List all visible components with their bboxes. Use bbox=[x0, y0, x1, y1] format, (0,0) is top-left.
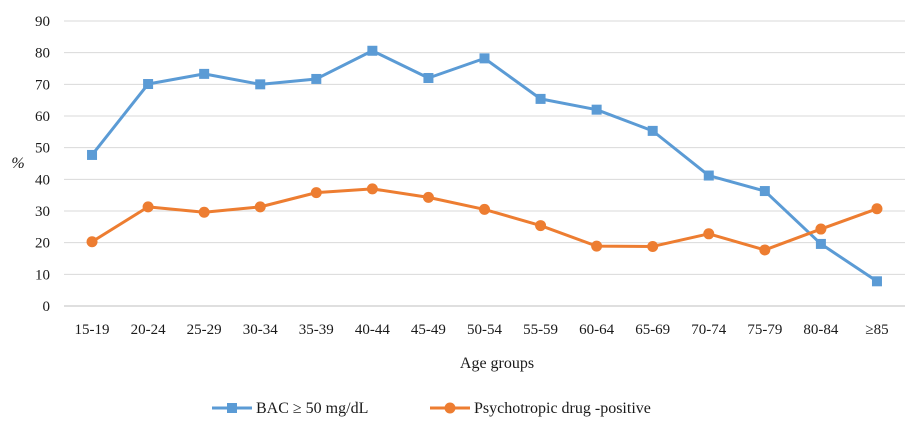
data-point bbox=[366, 183, 378, 195]
data-point bbox=[815, 238, 826, 249]
legend-label: Psychotropic drug -positive bbox=[474, 400, 651, 417]
data-point bbox=[422, 191, 434, 203]
data-point bbox=[759, 186, 770, 197]
y-axis-ticks: 0 10 20 30 40 50 60 70 80 90 bbox=[35, 14, 50, 315]
legend-marker bbox=[227, 403, 237, 413]
data-point bbox=[254, 201, 266, 213]
y-tick-label: 60 bbox=[35, 109, 50, 125]
y-tick-label: 70 bbox=[35, 77, 50, 93]
data-point bbox=[423, 73, 434, 83]
data-point bbox=[479, 203, 490, 215]
data-point bbox=[535, 93, 546, 104]
data-point bbox=[255, 79, 266, 90]
data-point bbox=[311, 73, 322, 84]
legend: BAC ≥ 50 mg/dL Psychotropic drug -positiv… bbox=[212, 400, 651, 417]
y-tick-label: 30 bbox=[35, 204, 50, 220]
series-0 bbox=[87, 45, 882, 287]
data-point bbox=[703, 170, 714, 181]
legend-item: Psychotropic drug -positive bbox=[430, 400, 651, 417]
data-point bbox=[198, 206, 210, 218]
data-point bbox=[647, 125, 658, 136]
x-tick-label: 70-74 bbox=[691, 322, 726, 338]
x-tick-label: ≥85 bbox=[865, 322, 888, 338]
x-tick-label: 25-29 bbox=[187, 322, 222, 338]
data-point bbox=[759, 244, 771, 256]
x-tick-label: 30-34 bbox=[243, 322, 278, 338]
data-point bbox=[871, 276, 882, 287]
data-point bbox=[199, 68, 210, 79]
data-point bbox=[87, 149, 98, 160]
x-axis-title: Age groups bbox=[460, 355, 534, 372]
y-axis-title: % bbox=[11, 155, 24, 172]
series-line bbox=[90, 49, 878, 283]
y-tick-label: 90 bbox=[35, 14, 50, 30]
x-tick-label: 55-59 bbox=[523, 322, 558, 338]
y-tick-label: 80 bbox=[35, 46, 50, 62]
x-axis-ticks: 15-19 20-24 25-29 30-34 35-39 40-44 45-49 50-54… bbox=[75, 322, 889, 338]
legend-label: BAC ≥ 50 mg/dL bbox=[256, 400, 368, 417]
x-tick-label: 80-84 bbox=[803, 322, 838, 338]
data-point bbox=[871, 203, 883, 215]
legend-marker bbox=[444, 402, 456, 414]
legend-item: BAC ≥ 50 mg/dL bbox=[212, 400, 368, 417]
data-point bbox=[535, 220, 547, 232]
data-point bbox=[86, 236, 98, 248]
x-tick-label: 65-69 bbox=[635, 322, 670, 338]
x-tick-label: 45-49 bbox=[411, 322, 446, 338]
y-tick-label: 0 bbox=[43, 299, 51, 315]
y-tick-label: 40 bbox=[35, 172, 50, 188]
series-1 bbox=[86, 183, 883, 256]
series-group bbox=[86, 45, 883, 287]
data-point bbox=[591, 104, 602, 115]
x-tick-label: 40-44 bbox=[355, 322, 390, 338]
data-point bbox=[479, 53, 490, 64]
x-tick-label: 50-54 bbox=[467, 322, 502, 338]
x-tick-label: 15-19 bbox=[75, 322, 110, 338]
series-line bbox=[91, 187, 878, 252]
y-tick-label: 10 bbox=[35, 267, 50, 283]
x-tick-label: 35-39 bbox=[299, 322, 334, 338]
data-point bbox=[143, 79, 154, 90]
data-point bbox=[647, 240, 659, 252]
data-point bbox=[310, 187, 322, 199]
data-point bbox=[703, 228, 715, 240]
y-tick-label: 50 bbox=[35, 141, 50, 157]
data-point bbox=[591, 240, 603, 252]
x-tick-label: 60-64 bbox=[579, 322, 614, 338]
data-point bbox=[815, 223, 827, 235]
x-tick-label: 75-79 bbox=[747, 322, 782, 338]
data-point bbox=[142, 201, 154, 213]
y-tick-label: 20 bbox=[35, 236, 50, 252]
x-tick-label: 20-24 bbox=[131, 322, 166, 338]
data-point bbox=[367, 45, 378, 56]
